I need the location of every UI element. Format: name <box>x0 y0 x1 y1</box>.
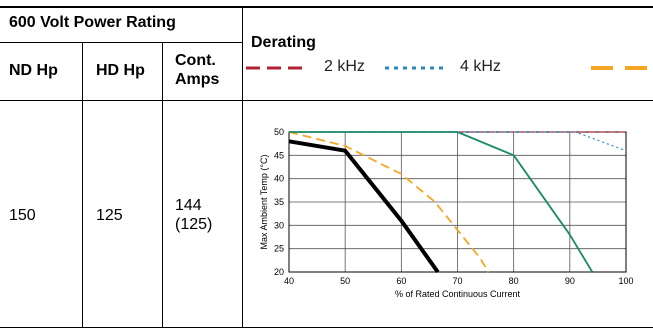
series-line-4 <box>288 139 440 274</box>
cell-cont-amps-value: 144 <box>175 197 202 214</box>
y-tick-label-50: 50 <box>274 127 284 137</box>
header-group-rule <box>0 42 242 43</box>
x-tick-label-90: 90 <box>565 276 575 286</box>
col-header-cont-amps: Cont. Amps <box>175 51 219 89</box>
legend-label-2khz: 2 kHz <box>324 58 365 75</box>
table-top-rule <box>0 6 653 8</box>
y-tick-label-35: 35 <box>274 197 284 207</box>
derating-header: Derating <box>251 34 316 51</box>
y-tick-label-20: 20 <box>274 267 284 277</box>
col-header-cont-line1: Cont. <box>175 52 216 69</box>
x-tick-label-60: 60 <box>396 276 406 286</box>
x-tick-label-40: 40 <box>284 276 294 286</box>
x-tick-label-70: 70 <box>452 276 462 286</box>
x-tick-label-80: 80 <box>509 276 519 286</box>
cell-cont-amps-hd-value: (125) <box>175 216 213 233</box>
col-divider-1 <box>82 42 83 327</box>
col-divider-3 <box>242 6 243 327</box>
x-tick-label-100: 100 <box>618 276 633 286</box>
y-tick-label-25: 25 <box>274 244 284 254</box>
derating-chart: 40 50 60 70 80 90 100 20 25 30 35 40 45 50 % of Rated … <box>259 127 634 299</box>
cell-nd-hp: 150 <box>9 207 36 224</box>
legend-label-4khz: 4 kHz <box>460 58 501 75</box>
cell-hd-hp: 125 <box>96 207 123 224</box>
header-bottom-rule <box>0 100 653 101</box>
x-axis-label: % of Rated Continuous Current <box>395 289 521 299</box>
x-tick-label-50: 50 <box>340 276 350 286</box>
series-line-3 <box>289 131 594 273</box>
cell-cont-amps: 144 (125) <box>175 196 212 234</box>
header-group-title: 600 Volt Power Rating <box>9 14 176 31</box>
col-header-hd-hp: HD Hp <box>96 62 145 79</box>
col-header-cont-line2: Amps <box>175 71 220 88</box>
y-tick-label-30: 30 <box>274 220 284 230</box>
legend <box>246 66 653 70</box>
col-divider-2 <box>162 42 163 327</box>
series-line-2 <box>288 131 490 273</box>
y-tick-label-40: 40 <box>274 174 284 184</box>
y-axis-label: Max Ambient Temp (°C) <box>259 155 269 250</box>
y-tick-label-45: 45 <box>274 150 284 160</box>
col-header-nd-hp: ND Hp <box>9 62 58 79</box>
